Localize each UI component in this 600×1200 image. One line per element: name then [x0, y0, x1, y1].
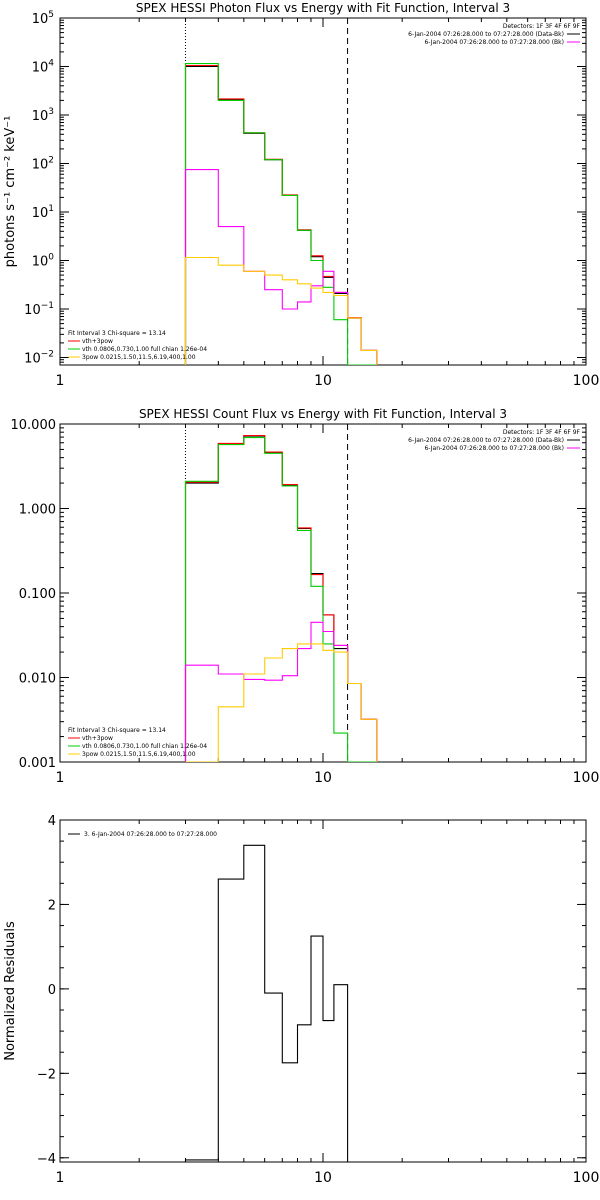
residuals-panel: Normalized Residuals 1 10 100 −4 −2 0 2 4 3. 6-Ja…	[3, 814, 599, 1186]
x-tick-label: 10	[314, 770, 332, 786]
y-tick-label: −4	[37, 1152, 56, 1167]
y-tick-label: −2	[37, 1067, 56, 1082]
info-line: 6-Jan-2004 07:26:28.000 to 07:27:28.000 …	[424, 445, 564, 452]
y-tick-label: 0.010	[19, 672, 56, 687]
axis-frame	[59, 17, 587, 366]
series-2-step-line	[184, 437, 377, 762]
info-line: 6-Jan-2004 07:26:28.000 to 07:27:28.000 …	[408, 437, 564, 444]
y-tick-label: 0.100	[19, 587, 56, 602]
series-0-step-line	[184, 844, 349, 1162]
info-line: Detectors: 1F 3F 4F 6F 9F	[503, 429, 581, 436]
legend-entry: vth 0.0806,0.730,1.00 full chian 1.26e-0…	[82, 743, 207, 750]
y-tick-label: 1.000	[19, 503, 56, 518]
y-axis-label: photons s⁻¹ cm⁻² keV⁻¹	[3, 116, 18, 268]
x-tick-label: 1	[56, 373, 65, 389]
y-tick-label: 105	[32, 10, 54, 27]
x-tick-label: 1	[56, 770, 65, 786]
legend-entry: vth 0.0806,0.730,1.00 full chian 1.26e-0…	[82, 346, 207, 353]
y-tick-label: 10.000	[11, 418, 57, 433]
info-line: 6-Jan-2004 07:26:28.000 to 07:27:28.000 …	[424, 39, 564, 46]
x-tick-label: 10	[314, 373, 332, 389]
y-tick-label: 103	[32, 107, 54, 124]
info-line: Detectors: 1F 3F 4F 6F 9F	[503, 23, 581, 30]
y-axis-label: Normalized Residuals	[3, 921, 18, 1061]
chart-title: SPEX HESSI Photon Flux vs Energy with Fi…	[136, 1, 510, 15]
legend-entry: 3pow 0.0215,1.50,11.5,6.19,400,1.00	[82, 751, 196, 758]
legend-entry: Fit Interval 3 Chi-square = 13.14	[68, 330, 166, 337]
x-tick-label: 10	[314, 1170, 332, 1186]
series-4-step-line	[185, 643, 378, 762]
x-tick-label: 100	[573, 1170, 600, 1186]
y-tick-label: 104	[32, 58, 55, 75]
y-tick-label: 2	[48, 898, 56, 913]
info-line: 6-Jan-2004 07:26:28.000 to 07:27:28.000 …	[408, 31, 564, 38]
legend-entry: vth+3pow	[82, 735, 113, 742]
x-tick-label: 100	[573, 373, 600, 389]
y-tick-label: 100	[32, 252, 55, 269]
legend-entry: 3. 6-Jan-2004 07:26:28.000 to 07:27:28.0…	[84, 831, 217, 838]
x-tick-label: 100	[573, 770, 600, 786]
y-tick-label: 10−1	[24, 301, 54, 318]
chart-title: SPEX HESSI Count Flux vs Energy with Fit…	[139, 407, 507, 421]
y-tick-label: 10−2	[24, 349, 54, 366]
x-tick-label: 1	[56, 1170, 65, 1186]
y-tick-label: 102	[32, 155, 54, 172]
legend-entry: Fit Interval 3 Chi-square = 13.14	[68, 727, 166, 734]
y-tick-label: 0	[48, 983, 56, 998]
legend-entry: vth+3pow	[82, 338, 113, 345]
legend-entry: 3pow 0.0215,1.50,11.5,6.19,400,1.00	[82, 354, 196, 361]
photon-flux-panel: SPEX HESSI Photon Flux vs Energy with Fi…	[3, 1, 599, 389]
y-tick-label: 4	[48, 814, 56, 829]
y-tick-label: 0.001	[19, 756, 56, 771]
count-flux-panel: SPEX HESSI Count Flux vs Energy with Fit…	[11, 407, 600, 786]
series-2-step-line	[184, 63, 377, 365]
y-tick-label: 101	[32, 204, 54, 221]
series-4-step-line	[184, 256, 378, 365]
